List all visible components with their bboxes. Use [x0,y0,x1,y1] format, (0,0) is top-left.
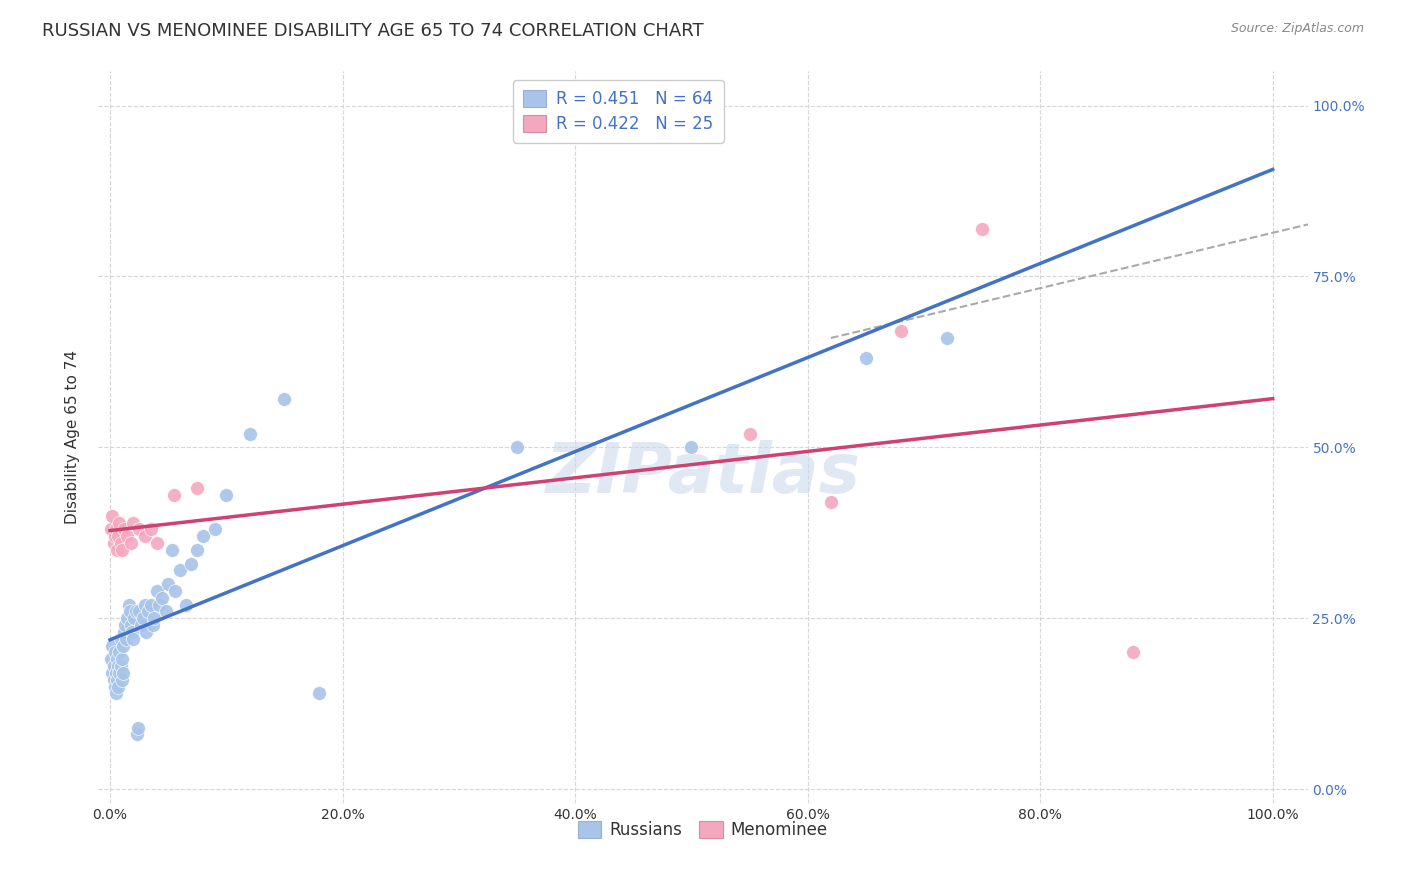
Point [104,522,127,536]
Point [108,645,131,659]
Point [112,624,135,639]
Point [970,221,993,235]
Point [118,604,141,618]
Point [174,598,197,612]
Point [111,673,134,687]
Point [104,645,127,659]
Point [506,440,529,454]
Point [127,721,149,735]
Point [104,665,127,680]
Point [103,536,125,550]
Point [101,508,124,523]
Point [186,542,208,557]
Point [125,727,148,741]
Point [104,686,127,700]
Point [890,324,912,338]
Point [115,632,138,646]
Point [308,686,330,700]
Point [108,665,131,680]
Point [104,680,127,694]
Point [1122,645,1144,659]
Point [104,529,127,543]
Point [120,536,142,550]
Point [820,495,842,509]
Point [118,598,141,612]
Point [157,577,180,591]
Point [145,536,167,550]
Point [180,557,202,571]
Point [855,351,877,366]
Point [122,516,145,530]
Point [155,604,177,618]
Point [100,522,122,536]
Point [128,522,150,536]
Point [681,440,703,454]
Point [128,604,150,618]
Point [273,392,295,407]
Point [107,680,129,694]
Text: RUSSIAN VS MENOMINEE DISABILITY AGE 65 TO 74 CORRELATION CHART: RUSSIAN VS MENOMINEE DISABILITY AGE 65 T… [42,22,704,40]
Point [111,542,134,557]
Point [101,639,124,653]
Point [165,583,187,598]
Point [142,618,165,632]
Point [160,542,183,557]
Point [139,598,162,612]
Text: ZIPatlas: ZIPatlas [546,440,860,508]
Point [738,426,761,441]
Point [163,488,186,502]
Point [111,665,134,680]
Point [124,611,146,625]
Point [107,659,129,673]
Point [186,481,208,495]
Point [121,624,143,639]
Point [134,598,156,612]
Point [120,618,142,632]
Point [107,529,129,543]
Point [110,659,132,673]
Point [105,542,128,557]
Point [936,331,959,345]
Point [105,673,128,687]
Point [135,624,157,639]
Point [143,611,166,625]
Point [169,563,191,577]
Point [114,618,136,632]
Point [117,611,139,625]
Point [148,598,170,612]
Point [101,665,124,680]
Point [134,529,156,543]
Point [110,536,132,550]
Point [191,529,214,543]
Point [150,591,173,605]
Point [103,673,125,687]
Point [105,652,128,666]
Point [103,659,125,673]
Text: Source: ZipAtlas.com: Source: ZipAtlas.com [1230,22,1364,36]
Point [108,516,131,530]
Point [110,632,132,646]
Point [111,652,134,666]
Point [215,488,238,502]
Point [138,604,160,618]
Point [145,583,167,598]
Point [131,618,153,632]
Point [124,604,146,618]
Point [204,522,226,536]
Point [139,522,162,536]
Legend: Russians, Menominee: Russians, Menominee [571,814,835,846]
Point [100,652,122,666]
Point [122,632,145,646]
Point [131,611,153,625]
Point [239,426,262,441]
Point [112,522,135,536]
Y-axis label: Disability Age 65 to 74: Disability Age 65 to 74 [65,350,80,524]
Point [117,529,139,543]
Point [111,639,134,653]
